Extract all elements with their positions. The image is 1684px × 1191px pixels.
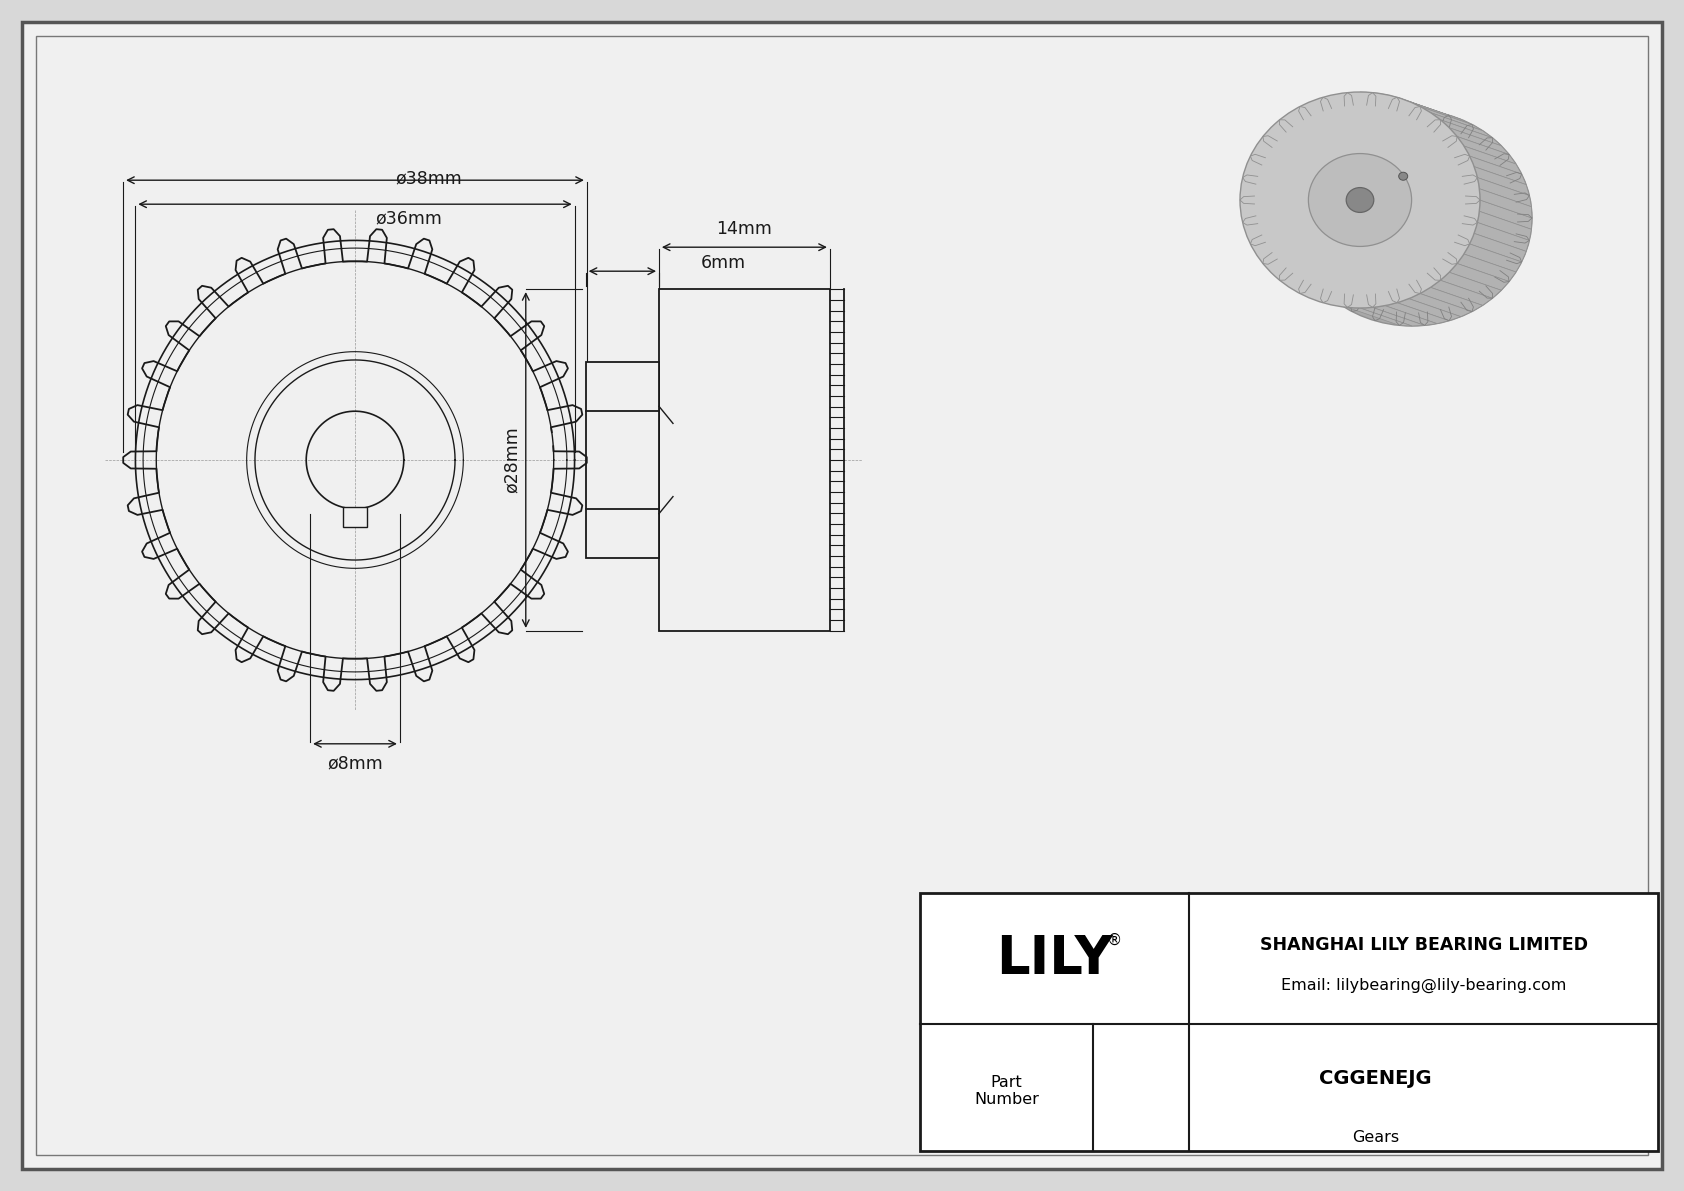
- Polygon shape: [1410, 101, 1472, 125]
- Polygon shape: [1420, 287, 1482, 312]
- Text: ø38mm: ø38mm: [396, 169, 461, 187]
- Polygon shape: [1361, 92, 1425, 111]
- Polygon shape: [1384, 94, 1450, 116]
- Polygon shape: [1450, 127, 1509, 155]
- Polygon shape: [1347, 307, 1411, 326]
- Polygon shape: [1457, 254, 1516, 281]
- Polygon shape: [1430, 280, 1492, 305]
- Text: Email: lilybearing@lily-bearing.com: Email: lilybearing@lily-bearing.com: [1282, 978, 1566, 993]
- Polygon shape: [1479, 188, 1532, 218]
- Ellipse shape: [1308, 154, 1411, 247]
- Text: Part
Number: Part Number: [975, 1075, 1039, 1108]
- Polygon shape: [1470, 156, 1526, 185]
- Text: CGGENEJG: CGGENEJG: [1319, 1068, 1431, 1087]
- Polygon shape: [1463, 146, 1522, 174]
- Polygon shape: [1450, 263, 1509, 291]
- Polygon shape: [1398, 299, 1460, 320]
- Bar: [344, 507, 367, 528]
- Polygon shape: [1477, 211, 1531, 241]
- Polygon shape: [1479, 200, 1532, 230]
- Text: Gears: Gears: [1352, 1130, 1399, 1145]
- Polygon shape: [1398, 98, 1460, 119]
- Text: SHANGHAI LILY BEARING LIMITED: SHANGHAI LILY BEARING LIMITED: [1260, 936, 1588, 954]
- Polygon shape: [1477, 177, 1531, 207]
- Ellipse shape: [1292, 110, 1532, 326]
- Polygon shape: [1470, 233, 1526, 262]
- Polygon shape: [1474, 223, 1529, 251]
- Ellipse shape: [1399, 173, 1408, 180]
- Text: 6mm: 6mm: [701, 254, 746, 273]
- Polygon shape: [1372, 306, 1436, 325]
- Polygon shape: [1474, 167, 1529, 195]
- Text: ø8mm: ø8mm: [327, 755, 382, 773]
- Polygon shape: [1440, 273, 1500, 298]
- Text: LILY: LILY: [997, 933, 1113, 985]
- Bar: [919, 893, 1659, 1151]
- Text: ø36mm: ø36mm: [376, 210, 441, 227]
- Polygon shape: [1440, 120, 1500, 145]
- Text: ®: ®: [1106, 933, 1122, 948]
- Polygon shape: [1384, 303, 1450, 324]
- Bar: [658, 289, 830, 631]
- Polygon shape: [1430, 113, 1492, 138]
- Polygon shape: [1372, 93, 1436, 112]
- Polygon shape: [1361, 307, 1425, 326]
- Polygon shape: [1457, 137, 1516, 164]
- Text: ø28mm: ø28mm: [504, 426, 520, 493]
- Text: 14mm: 14mm: [716, 220, 773, 238]
- Ellipse shape: [1239, 92, 1480, 308]
- Polygon shape: [1420, 106, 1482, 131]
- Ellipse shape: [1346, 187, 1374, 212]
- Polygon shape: [1410, 293, 1472, 317]
- Polygon shape: [1463, 244, 1522, 272]
- Bar: [586, 362, 658, 557]
